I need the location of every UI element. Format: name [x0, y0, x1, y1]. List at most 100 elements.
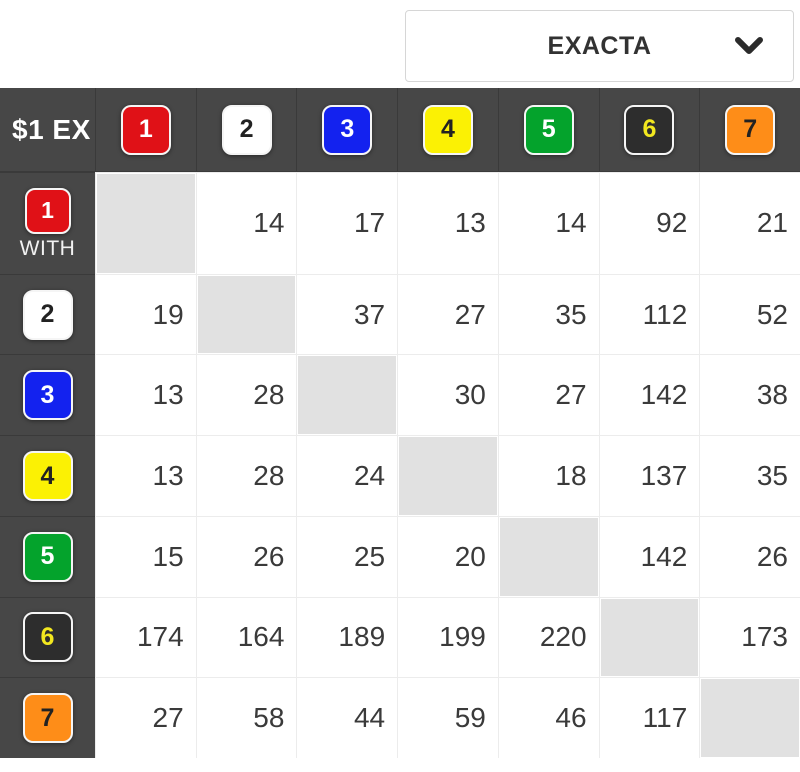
header-runner-3: 3 — [296, 88, 397, 171]
payout-value: 17 — [353, 207, 386, 239]
diagonal-cell-4 — [397, 435, 498, 516]
matrix-row-4: 4 13 28 24 18 137 35 — [0, 435, 800, 516]
payout-cell-7-6: 117 — [598, 677, 700, 759]
saddlecloth-2: 2 — [22, 289, 73, 340]
diagonal-fill — [499, 517, 598, 596]
diagonal-cell-3 — [296, 354, 398, 436]
chevron-down-icon — [733, 34, 765, 58]
payout-value: 189 — [338, 621, 386, 653]
payout-cell-4-7: 35 — [699, 435, 800, 516]
header-runner-2: 2 — [195, 88, 297, 171]
payout-value: 142 — [640, 540, 688, 572]
payout-value: 13 — [152, 379, 184, 411]
saddlecloth-3: 3 — [322, 104, 373, 155]
payout-cell-2-4: 27 — [397, 273, 498, 355]
saddlecloth-2: 2 — [221, 104, 272, 155]
header-runner-1: 1 — [95, 88, 196, 171]
payout-cell-1-6: 92 — [598, 172, 700, 274]
payout-cell-4-3: 24 — [296, 435, 398, 516]
payout-cell-6-3: 189 — [296, 596, 398, 678]
payout-cell-2-1: 19 — [95, 273, 196, 355]
payout-cell-5-6: 142 — [598, 515, 700, 597]
diagonal-cell-6 — [598, 596, 700, 678]
payout-cell-5-4: 20 — [397, 515, 498, 597]
payout-cell-1-2: 14 — [195, 172, 297, 274]
payout-value: 46 — [555, 702, 587, 734]
payout-value: 35 — [555, 298, 587, 330]
matrix-row-7: 7 27 58 44 59 46 117 — [0, 677, 800, 759]
payout-cell-7-5: 46 — [497, 677, 599, 759]
diagonal-cell-1 — [95, 172, 196, 274]
row-runner-1: 1 WITH — [0, 172, 95, 274]
header-runner-4: 4 — [397, 88, 498, 171]
payout-value: 25 — [353, 540, 386, 572]
payout-cell-5-3: 25 — [296, 515, 398, 597]
payout-value: 26 — [253, 540, 285, 572]
payout-cell-3-7: 38 — [699, 354, 800, 436]
payout-cell-4-6: 137 — [598, 435, 700, 516]
payout-value: 35 — [756, 460, 788, 492]
payout-cell-3-2: 28 — [195, 354, 297, 436]
saddlecloth-1: 1 — [120, 104, 171, 155]
payout-value: 18 — [555, 460, 587, 492]
payout-value: 38 — [756, 379, 788, 411]
matrix-row-5: 5 15 26 25 20 142 26 — [0, 515, 800, 597]
row-runner-2: 2 — [0, 273, 95, 355]
payout-cell-6-4: 199 — [397, 596, 498, 678]
payout-value: 112 — [642, 298, 688, 330]
diagonal-fill — [701, 679, 799, 758]
payout-cell-7-3: 44 — [296, 677, 398, 759]
payout-cell-1-4: 13 — [397, 172, 498, 274]
row-runner-7: 7 — [0, 677, 95, 759]
payout-cell-3-6: 142 — [598, 354, 700, 436]
diagonal-fill — [399, 437, 497, 515]
payout-value: 30 — [454, 379, 486, 411]
payout-value: 199 — [439, 621, 486, 653]
payout-cell-2-5: 35 — [497, 273, 599, 355]
diagonal-fill — [600, 598, 699, 677]
payout-value: 173 — [741, 621, 788, 653]
saddlecloth-1: 1 — [24, 187, 71, 234]
payout-cell-7-1: 27 — [95, 677, 196, 759]
saddlecloth-6: 6 — [22, 612, 73, 663]
payout-cell-4-5: 18 — [497, 435, 599, 516]
payout-value: 20 — [454, 540, 486, 572]
payout-value: 24 — [353, 460, 386, 492]
saddlecloth-7: 7 — [22, 693, 73, 744]
payout-value: 44 — [353, 702, 386, 734]
payout-cell-4-1: 13 — [95, 435, 196, 516]
header-runner-5: 5 — [497, 88, 599, 171]
saddlecloth-5: 5 — [22, 531, 73, 582]
payout-value: 28 — [253, 379, 285, 411]
diagonal-fill — [97, 174, 195, 273]
payout-value: 13 — [152, 460, 184, 492]
payout-cell-2-3: 37 — [296, 273, 398, 355]
saddlecloth-4: 4 — [422, 104, 473, 155]
matrix-row-3: 3 13 28 30 27 142 38 — [0, 354, 800, 436]
payout-value: 142 — [640, 379, 688, 411]
bet-type-label: EXACTA — [547, 31, 652, 60]
payout-value: 14 — [555, 207, 587, 239]
payout-cell-2-7: 52 — [699, 273, 800, 355]
payout-value: 174 — [136, 621, 184, 653]
payout-cell-6-1: 174 — [95, 596, 196, 678]
saddlecloth-3: 3 — [22, 370, 73, 421]
payout-value: 13 — [454, 207, 486, 239]
payout-cell-1-3: 17 — [296, 172, 398, 274]
row-runner-5: 5 — [0, 515, 95, 597]
bet-type-dropdown[interactable]: EXACTA — [405, 10, 794, 82]
saddlecloth-5: 5 — [523, 104, 574, 155]
payout-value: 27 — [454, 298, 486, 330]
header-runner-6: 6 — [598, 88, 700, 171]
corner-label: $1 EX — [12, 113, 91, 145]
payout-value: 19 — [152, 298, 184, 330]
payout-value: 15 — [152, 540, 184, 572]
payout-value: 59 — [454, 702, 486, 734]
matrix-row-2: 2 19 37 27 35 112 52 — [0, 273, 800, 355]
saddlecloth-7: 7 — [725, 104, 776, 155]
payout-cell-5-7: 26 — [699, 515, 800, 597]
diagonal-cell-5 — [497, 515, 599, 597]
payout-cell-7-4: 59 — [397, 677, 498, 759]
